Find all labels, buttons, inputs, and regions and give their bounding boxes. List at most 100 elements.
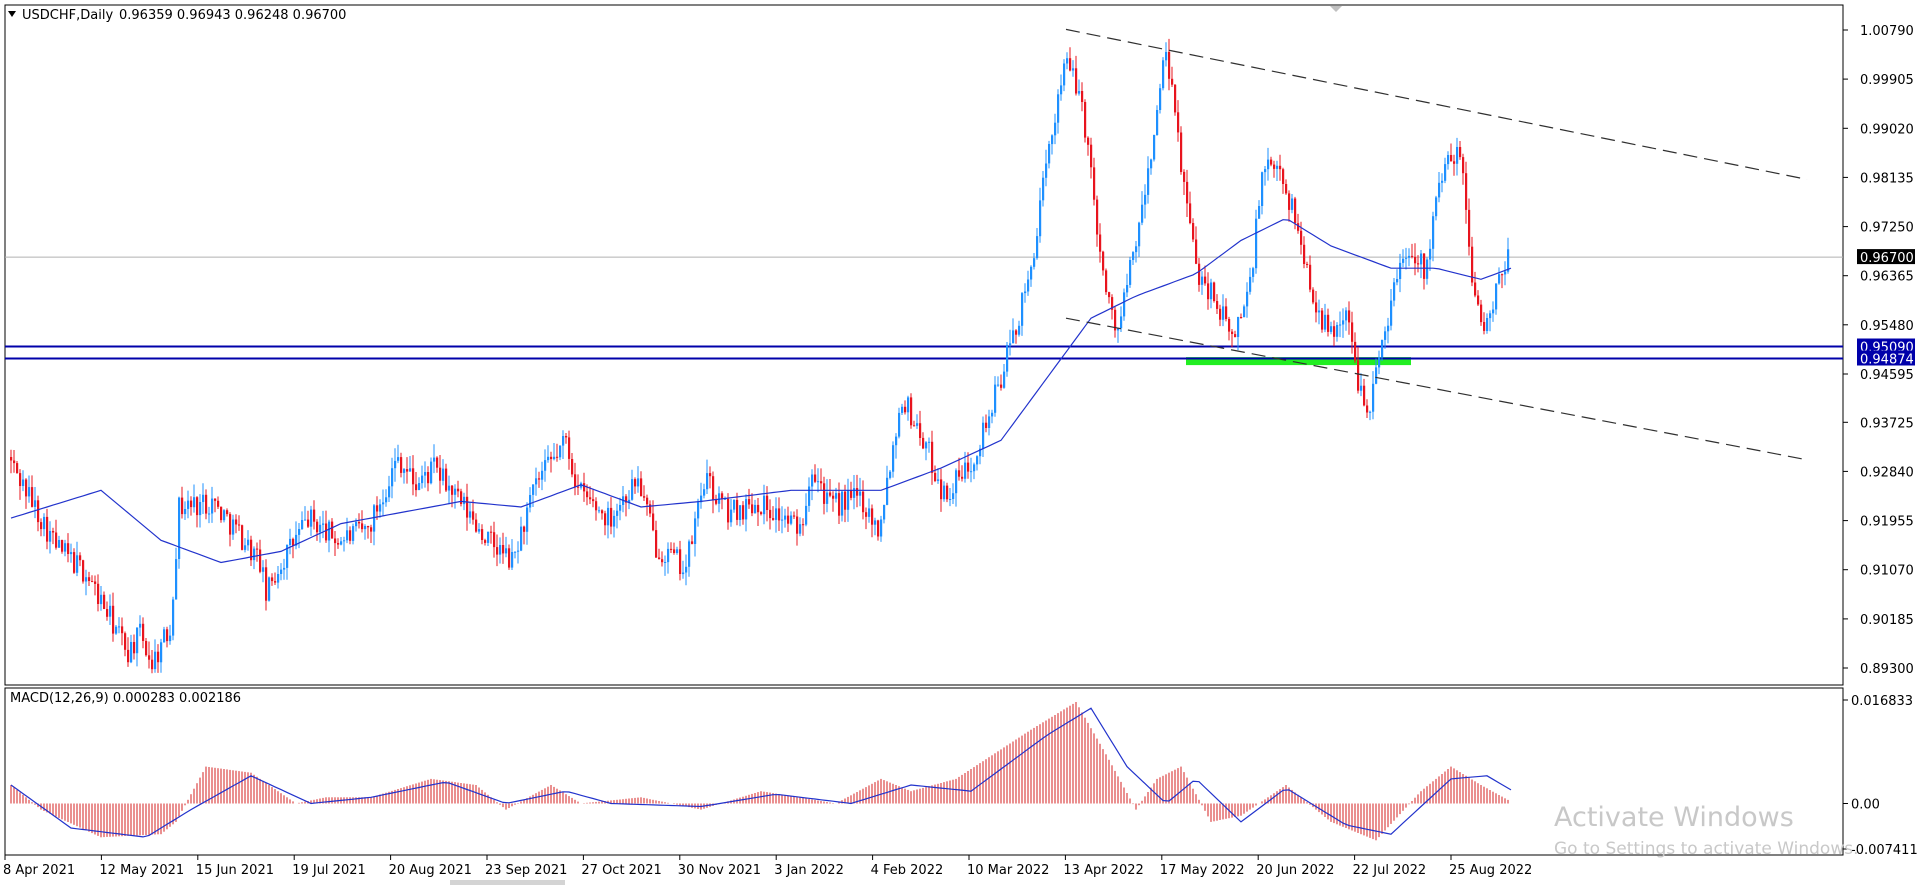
candle[interactable] [193,484,196,513]
candle[interactable] [1270,156,1273,167]
candle[interactable] [1330,321,1333,335]
candle[interactable] [1057,89,1060,134]
candle[interactable] [523,525,526,545]
candle[interactable] [13,450,16,473]
candle[interactable] [1171,66,1174,87]
candle[interactable] [175,547,178,600]
candle[interactable] [1123,288,1126,321]
candle[interactable] [304,506,307,521]
candle[interactable] [730,498,733,527]
candle[interactable] [412,455,415,496]
candle[interactable] [1297,213,1300,234]
candle[interactable] [289,528,292,555]
candle[interactable] [937,468,940,484]
candle[interactable] [133,634,136,660]
candle[interactable] [1198,258,1201,292]
candle[interactable] [544,449,547,482]
bottom-scrollbar[interactable] [450,880,565,885]
shift-marker-icon[interactable] [1330,6,1342,12]
candle[interactable] [88,571,91,586]
candle[interactable] [1453,154,1456,176]
candle[interactable] [793,511,796,520]
candle[interactable] [277,566,280,589]
candle[interactable] [1279,154,1282,181]
macd-signal-line[interactable] [10,707,1512,838]
candle[interactable] [1456,137,1459,176]
candle[interactable] [457,480,460,498]
candle[interactable] [268,576,271,602]
candle[interactable] [1447,151,1450,170]
candle[interactable] [562,430,565,459]
candle[interactable] [865,507,868,530]
candle[interactable] [1102,250,1105,276]
candle[interactable] [337,538,340,549]
candle[interactable] [1291,194,1294,214]
candle[interactable] [676,546,679,555]
candle[interactable] [1252,266,1255,283]
candle[interactable] [259,539,262,574]
candle[interactable] [1507,237,1510,274]
candle[interactable] [367,525,370,539]
candle[interactable] [397,444,400,464]
candle[interactable] [1303,236,1306,269]
candle[interactable] [406,457,409,484]
candle[interactable] [100,586,103,611]
candle[interactable] [379,499,382,518]
candle[interactable] [448,475,451,505]
candle[interactable] [823,476,826,515]
candle[interactable] [376,496,379,520]
candle[interactable] [1126,273,1129,298]
candle[interactable] [208,506,211,524]
candle[interactable] [871,504,874,538]
candle[interactable] [766,486,769,522]
candle[interactable] [1147,156,1150,204]
candle[interactable] [403,468,406,484]
candle[interactable] [160,638,163,673]
candle[interactable] [532,484,535,507]
candle[interactable] [1315,291,1318,323]
candle[interactable] [1282,167,1285,194]
candle[interactable] [790,511,793,526]
candle[interactable] [1192,218,1195,243]
candle[interactable] [1381,339,1384,361]
candle[interactable] [400,452,403,478]
candle[interactable] [1417,255,1420,273]
candle[interactable] [1285,179,1288,195]
candle[interactable] [1327,308,1330,337]
candle[interactable] [1351,311,1354,354]
candle[interactable] [1054,113,1057,145]
candle[interactable] [1414,243,1417,276]
candle[interactable] [550,451,553,473]
candle[interactable] [769,499,772,530]
candle[interactable] [112,592,115,642]
candle[interactable] [901,403,904,415]
candle[interactable] [997,376,1000,387]
candle[interactable] [1066,52,1069,70]
candle[interactable] [1249,267,1252,295]
candle[interactable] [1324,303,1327,333]
candle[interactable] [994,376,997,417]
candle[interactable] [520,516,523,552]
candle[interactable] [151,650,154,674]
candle[interactable] [1105,268,1108,295]
candle[interactable] [685,554,688,586]
candle[interactable] [1006,342,1009,377]
candle[interactable] [1150,158,1153,175]
candle[interactable] [547,445,550,463]
candle[interactable] [1168,38,1171,91]
candle[interactable] [352,523,355,545]
candle[interactable] [190,496,193,516]
candle[interactable] [1201,271,1204,295]
candle[interactable] [1360,373,1363,397]
candle[interactable] [166,626,169,648]
candle[interactable] [838,482,841,525]
candle[interactable] [670,542,673,553]
candle[interactable] [139,615,142,637]
candle[interactable] [1078,79,1081,96]
candle[interactable] [1312,287,1315,305]
candle[interactable] [979,444,982,465]
candle[interactable] [1042,171,1045,207]
candle[interactable] [1120,306,1123,332]
candle[interactable] [856,474,859,508]
